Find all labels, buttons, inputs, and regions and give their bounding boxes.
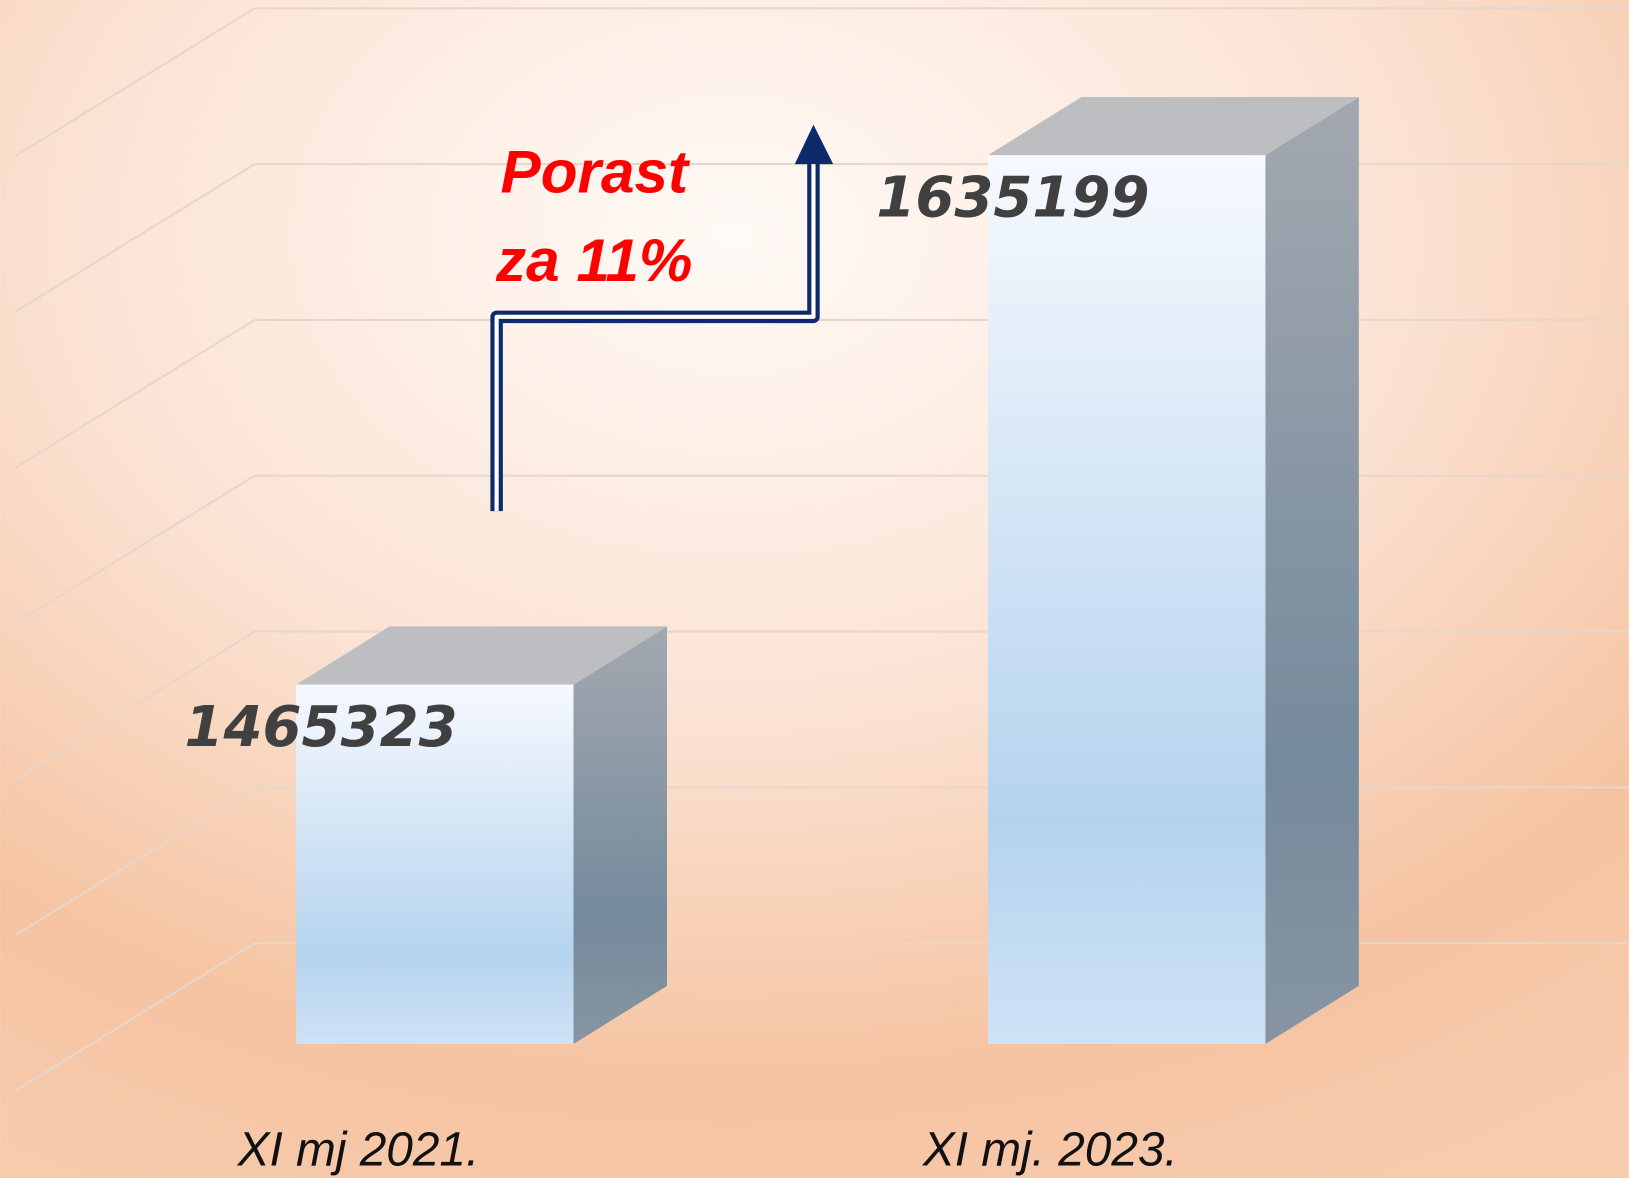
value-label: 1465323 — [184, 695, 457, 760]
value-label: 1635199 — [876, 166, 1149, 231]
annotation: za 11% — [495, 226, 693, 294]
bar-side — [1265, 97, 1359, 1044]
bar-side — [573, 626, 667, 1044]
bar-top — [987, 97, 1359, 156]
bar — [296, 684, 574, 1044]
bar-top — [296, 626, 667, 685]
x-tick-label: XI mj. 2023. — [922, 1124, 1178, 1177]
bar — [987, 155, 1266, 1044]
x-tick-label: XI mj 2021. — [237, 1124, 480, 1177]
annotation: Porast — [501, 138, 691, 206]
arrow — [490, 124, 834, 512]
